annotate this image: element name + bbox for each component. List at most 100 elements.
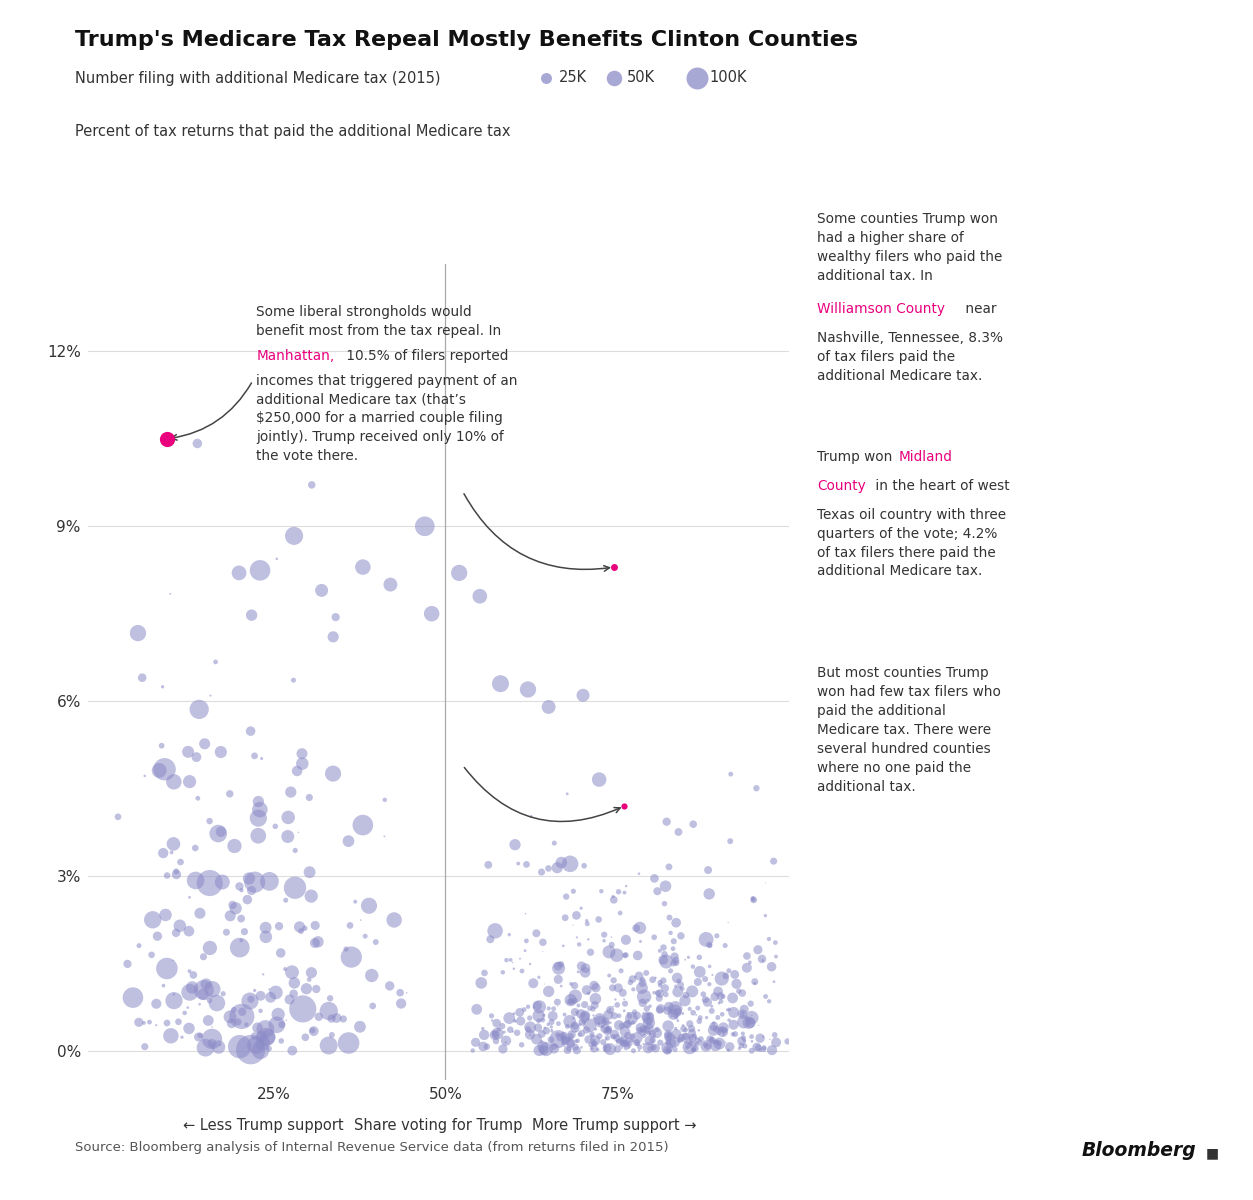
Point [742,1006,762,1025]
Point [574,856,594,875]
Point [187,434,207,454]
Point [663,1027,683,1046]
Point [703,1021,723,1040]
Point [702,1001,722,1020]
Point [611,961,632,980]
Point [583,1000,603,1019]
Point [253,965,273,984]
Point [658,1001,678,1020]
Point [629,864,649,883]
Point [637,1000,657,1019]
Point [229,563,249,582]
Point [669,1031,689,1050]
Point [239,869,259,888]
Point [385,911,405,930]
Point [475,964,495,983]
Point [593,1018,613,1037]
Point [520,954,540,973]
Point [573,1013,593,1032]
Point [658,1016,678,1036]
Point [143,910,163,929]
Point [713,1018,733,1037]
Point [565,986,585,1006]
Point [566,906,586,925]
Point [640,1006,660,1025]
Point [571,956,591,976]
Point [544,1039,564,1058]
Point [558,1016,578,1036]
Point [663,1004,683,1024]
Point [619,1010,639,1030]
Point [677,1038,697,1057]
Point [351,911,371,930]
Point [559,1039,579,1058]
Point [474,1025,494,1044]
Point [282,962,302,982]
Point [616,991,637,1010]
Point [623,970,643,989]
Point [668,983,688,1002]
Point [650,1033,670,1052]
Point [517,680,538,700]
Point [585,989,605,1008]
Point [256,918,276,937]
Point [687,1028,707,1048]
Point [510,949,530,968]
Point [639,1019,659,1038]
Point [302,475,322,494]
Text: Percent of tax returns that paid the additional Medicare tax: Percent of tax returns that paid the add… [75,124,511,138]
Point [608,978,628,997]
Point [595,1012,615,1031]
Point [739,953,759,972]
Point [606,1028,626,1048]
Point [565,976,585,995]
Point [704,1016,724,1036]
Text: Texas oil country with three
quarters of the vote; 4.2%
of tax filers there paid: Texas oil country with three quarters of… [817,508,1006,578]
Point [583,1039,603,1058]
Point [560,1012,580,1031]
Point [267,550,287,569]
Point [506,1012,526,1031]
Point [511,1036,531,1055]
Point [614,990,634,1009]
Point [178,998,198,1018]
Point [679,1038,699,1057]
Point [719,1010,739,1030]
Point [544,834,564,853]
Point [580,1015,600,1034]
Point [712,968,732,988]
Point [569,962,589,982]
Point [289,917,309,936]
Point [611,1027,632,1046]
Point [251,1040,271,1060]
Text: Source: Bloomberg analysis of Internal Revenue Service data (from returns filed : Source: Bloomberg analysis of Internal R… [75,1141,669,1154]
Point [684,1026,704,1045]
Point [665,977,685,996]
Point [697,1037,717,1056]
Point [675,950,695,970]
Point [695,1036,715,1055]
Point [494,1022,514,1042]
Point [584,1009,604,1028]
Point [756,906,776,925]
Point [640,996,660,1015]
Point [591,882,611,901]
Point [657,952,677,971]
Point [715,966,736,985]
Point [688,972,708,991]
Point [741,1013,761,1032]
Point [594,1032,614,1051]
Point [549,1014,569,1033]
Point [778,1032,798,1051]
Point [614,1034,634,1054]
Point [763,852,783,871]
Point [185,871,205,890]
Point [682,982,702,1001]
Point [190,1026,211,1045]
Point [164,991,184,1010]
Point [322,1009,342,1028]
Point [619,1033,639,1052]
Point [253,1033,273,1052]
Point [709,994,729,1013]
Point [589,910,609,929]
